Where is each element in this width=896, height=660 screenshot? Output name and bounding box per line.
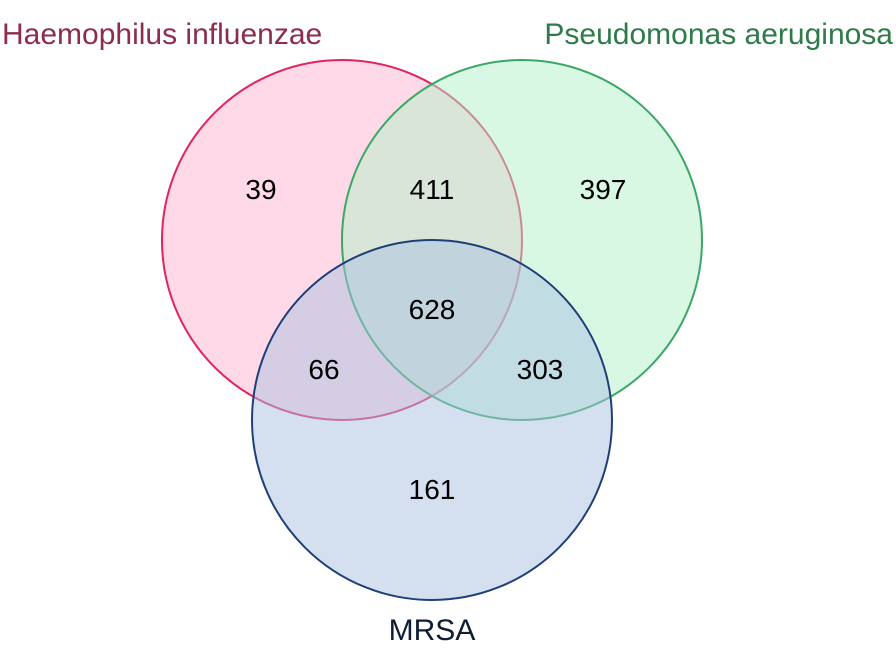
count-haemophilus-pseudomonas: 411 <box>410 174 455 205</box>
circle-mrsa <box>251 239 613 601</box>
set-label-pseudomonas-aeruginosa: Pseudomonas aeruginosa <box>544 18 893 51</box>
set-label-haemophilus-influenzae: Haemophilus influenzae <box>2 18 322 51</box>
count-all-three: 628 <box>409 294 456 325</box>
count-mrsa-only: 161 <box>409 474 456 505</box>
set-label-mrsa: MRSA <box>389 614 476 647</box>
count-haemophilus-only: 39 <box>245 174 276 205</box>
count-pseudomonas-mrsa: 303 <box>517 354 564 385</box>
count-haemophilus-mrsa: 66 <box>308 354 339 385</box>
count-pseudomonas-only: 397 <box>580 174 627 205</box>
